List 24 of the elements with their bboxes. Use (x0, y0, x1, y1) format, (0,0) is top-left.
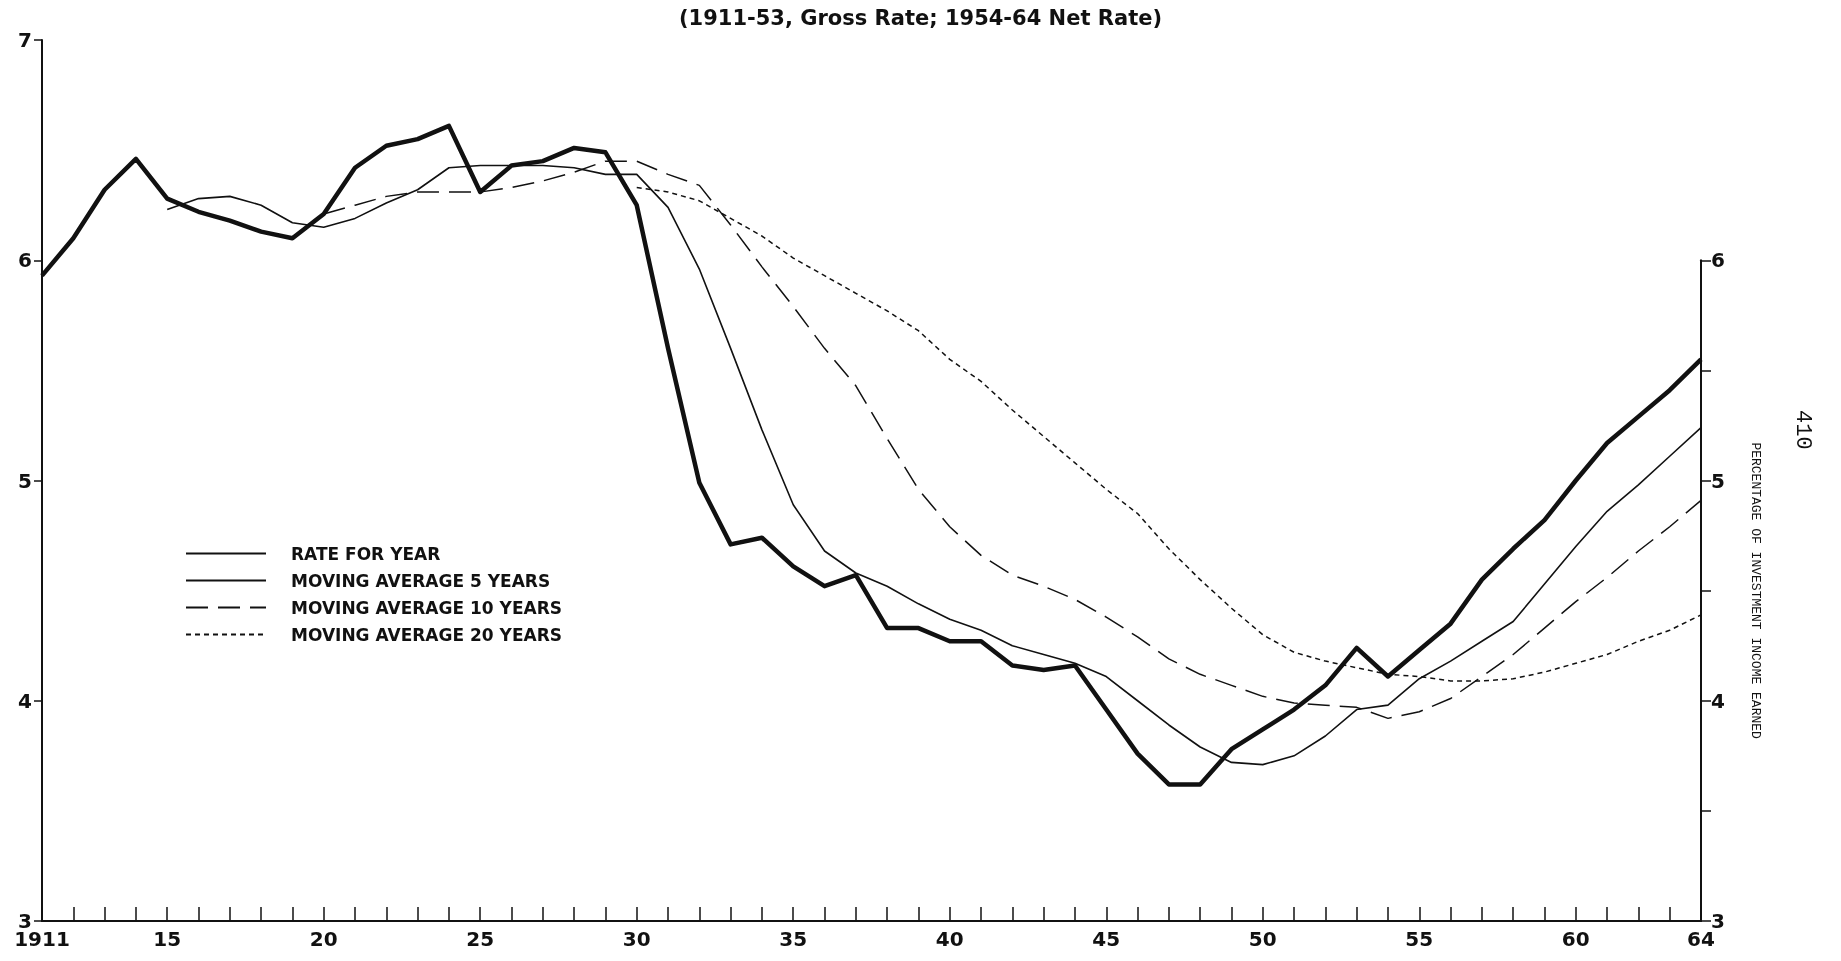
y-tick-label: 4 (18, 688, 32, 713)
y-tick-label: 7 (18, 28, 32, 52)
legend-label: RATE FOR YEAR (291, 543, 441, 564)
x-tick-label: 50 (1248, 927, 1277, 951)
x-tick-label: 45 (1092, 927, 1121, 951)
y-tick-label: 5 (18, 468, 32, 493)
x-tick-label: 55 (1405, 927, 1434, 951)
y-tick-label: 6 (18, 248, 32, 273)
x-tick-label: 60 (1561, 927, 1590, 951)
x-tick-label: 40 (935, 927, 964, 951)
x-tick-label: 15 (153, 927, 182, 951)
chart-title: (1911-53, Gross Rate; 1954-64 Net Rate) (678, 5, 1163, 30)
y2-axis-title: PERCENTAGE OF INVESTMENT INCOME EARNED (1748, 442, 1763, 740)
x-tick-label: 30 (622, 927, 651, 951)
legend-label: MOVING AVERAGE 5 YEARS (291, 570, 551, 591)
x-tick-label: 20 (309, 927, 338, 951)
y2-tick-label: 4 (1711, 688, 1725, 713)
legend-label: MOVING AVERAGE 10 YEARS (291, 597, 562, 618)
y2-tick-label: 6 (1711, 248, 1725, 273)
legend-label: MOVING AVERAGE 20 YEARS (291, 624, 562, 645)
x-tick-label: 35 (779, 927, 808, 951)
x-tick-label: 25 (466, 927, 495, 951)
y2-tick-label: 5 (1711, 468, 1725, 493)
text: 410 (1789, 410, 1815, 450)
